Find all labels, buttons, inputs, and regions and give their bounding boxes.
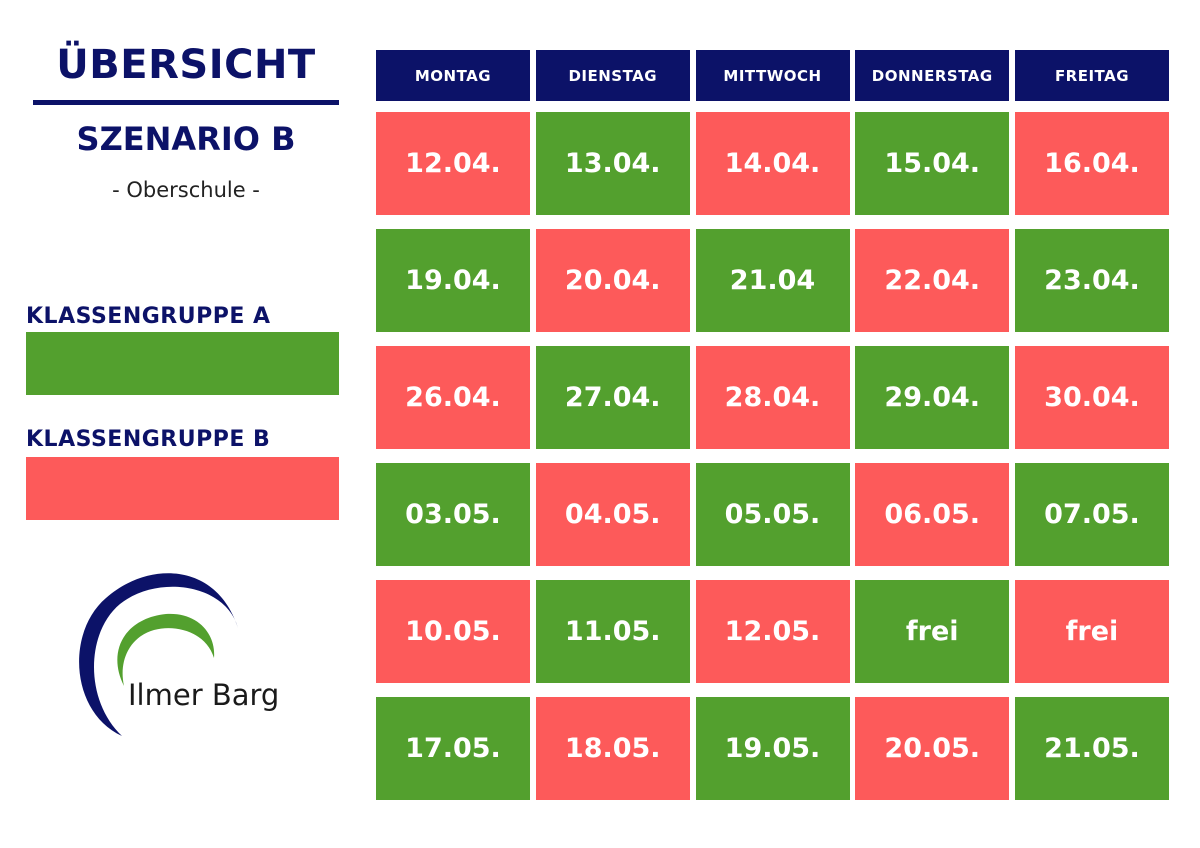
- date-cell: 19.05.: [695, 697, 850, 800]
- date-cell: 12.04.: [376, 112, 530, 215]
- date-cell: 20.04.: [535, 229, 690, 332]
- date-cell: 17.05.: [376, 697, 530, 800]
- week-row: 03.05. 04.05. 05.05. 06.05. 07.05.: [376, 463, 1169, 566]
- date-cell: frei: [855, 580, 1010, 683]
- weekday-header-row: MONTAG DIENSTAG MITTWOCH DONNERSTAG FREI…: [376, 50, 1169, 101]
- school-type: - Oberschule -: [112, 178, 260, 202]
- weekday-header: DONNERSTAG: [855, 50, 1010, 101]
- date-cell: 03.05.: [376, 463, 530, 566]
- schedule-grid: MONTAG DIENSTAG MITTWOCH DONNERSTAG FREI…: [376, 50, 1169, 800]
- date-cell: 10.05.: [376, 580, 530, 683]
- weekday-header: MONTAG: [376, 50, 530, 101]
- date-cell: 29.04.: [855, 346, 1010, 449]
- week-row: 19.04. 20.04. 21.04 22.04. 23.04.: [376, 229, 1169, 332]
- date-cell: 13.04.: [535, 112, 690, 215]
- week-row: 17.05. 18.05. 19.05. 20.05. 21.05.: [376, 697, 1169, 800]
- date-cell: 16.04.: [1015, 112, 1169, 215]
- date-cell: 26.04.: [376, 346, 530, 449]
- date-cell: 04.05.: [535, 463, 690, 566]
- date-cell: 27.04.: [535, 346, 690, 449]
- scenario-subtitle: SZENARIO B: [76, 120, 296, 158]
- legend-swatch-gruppe-b: [26, 457, 339, 520]
- week-row: 10.05. 11.05. 12.05. frei frei: [376, 580, 1169, 683]
- week-row: 26.04. 27.04. 28.04. 29.04. 30.04.: [376, 346, 1169, 449]
- weekday-header: MITTWOCH: [695, 50, 850, 101]
- legend-swatch-gruppe-a: [26, 332, 339, 395]
- weekday-header: FREITAG: [1015, 50, 1169, 101]
- legend-label-gruppe-a: KLASSENGRUPPE A: [26, 304, 271, 329]
- ilmer-barg-logo-icon: [79, 573, 238, 736]
- date-cell: 05.05.: [695, 463, 850, 566]
- date-cell: 14.04.: [695, 112, 850, 215]
- date-cell: 30.04.: [1015, 346, 1169, 449]
- date-cell: 23.04.: [1015, 229, 1169, 332]
- date-cell: 19.04.: [376, 229, 530, 332]
- date-cell: 28.04.: [695, 346, 850, 449]
- title-underline: [33, 100, 339, 105]
- legend-label-gruppe-b: KLASSENGRUPPE B: [26, 427, 271, 452]
- date-cell: 20.05.: [855, 697, 1010, 800]
- date-cell: 11.05.: [535, 580, 690, 683]
- date-cell: 12.05.: [695, 580, 850, 683]
- date-cell: 07.05.: [1015, 463, 1169, 566]
- date-cell: 18.05.: [535, 697, 690, 800]
- date-cell: 22.04.: [855, 229, 1010, 332]
- weekday-header: DIENSTAG: [535, 50, 690, 101]
- logo-wordmark: Ilmer Barg: [128, 678, 280, 712]
- date-cell: 21.05.: [1015, 697, 1169, 800]
- date-cell: 06.05.: [855, 463, 1010, 566]
- date-cell: 21.04: [695, 229, 850, 332]
- week-row: 12.04. 13.04. 14.04. 15.04. 16.04.: [376, 112, 1169, 215]
- page-title: ÜBERSICHT: [56, 42, 316, 88]
- logo-inner-arc: [117, 613, 215, 686]
- date-cell: frei: [1015, 580, 1169, 683]
- date-cell: 15.04.: [855, 112, 1010, 215]
